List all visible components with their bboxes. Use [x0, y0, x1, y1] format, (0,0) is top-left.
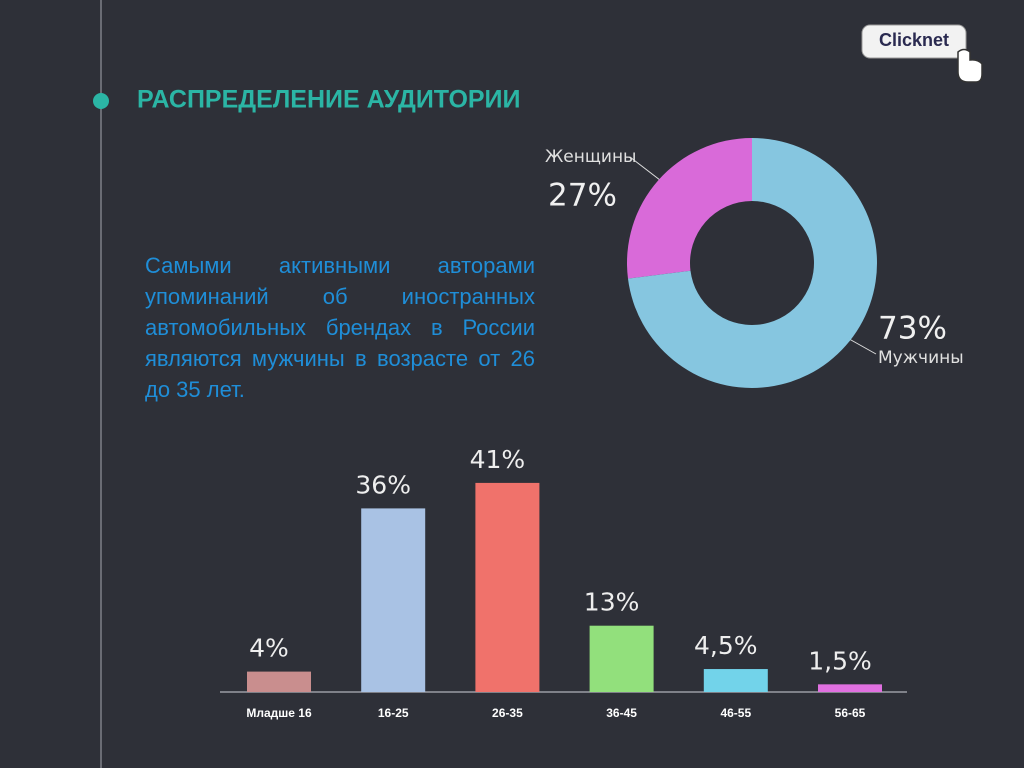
x-tick-label: 16-25: [378, 706, 409, 720]
value-label: 27%: [548, 178, 617, 214]
logo-text[interactable]: Clicknet: [879, 30, 949, 50]
logo-button[interactable]: [861, 24, 967, 59]
bar: [247, 671, 311, 692]
donut-slice: [627, 138, 752, 279]
bar: [703, 669, 768, 692]
bar: [818, 684, 882, 692]
x-tick-label: Младше 16: [246, 706, 312, 720]
value-label: 13%: [584, 588, 640, 617]
value-label: 1,5%: [808, 646, 872, 675]
x-tick-label: 46-55: [720, 706, 751, 720]
slide-title: РАСПРЕДЕЛЕНИЕ АУДИТОРИИ: [137, 86, 521, 114]
value-label: 4,5%: [694, 631, 758, 660]
bar: [475, 482, 540, 692]
bar: [589, 625, 654, 692]
value-label: 36%: [355, 470, 411, 499]
value-label: 4%: [249, 634, 289, 663]
x-tick-label: 36-45: [606, 706, 637, 720]
hand-icon: [957, 48, 983, 83]
value-label: 73%: [878, 311, 947, 347]
legend-label: Мужчины: [878, 348, 964, 368]
legend-label: Женщины: [545, 147, 636, 167]
donut-slice: [627, 138, 878, 388]
bullet: [93, 93, 109, 109]
x-tick-label: 56-65: [835, 706, 866, 720]
bar: [361, 508, 426, 692]
description: Самыми активными авторами упоминаний об …: [145, 253, 535, 402]
x-tick-label: 26-35: [492, 706, 523, 720]
value-label: 41%: [470, 445, 526, 474]
